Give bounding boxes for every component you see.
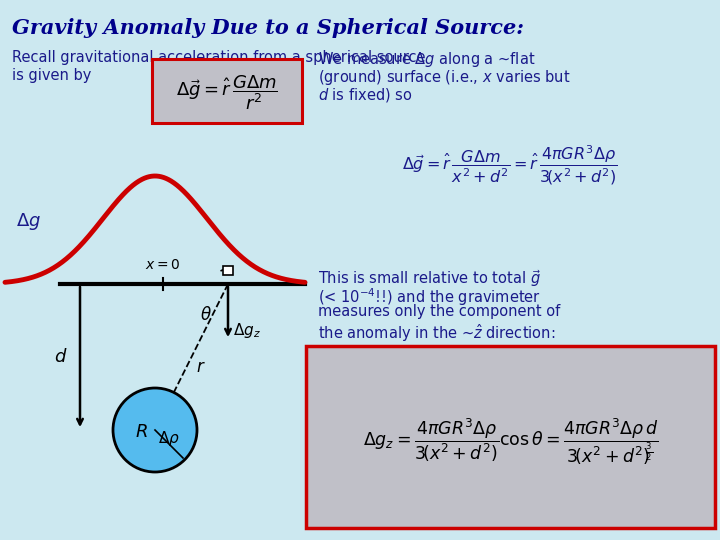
Text: $\Delta\vec{g} = \hat{r}\,\dfrac{G\Delta m}{r^2}$: $\Delta\vec{g} = \hat{r}\,\dfrac{G\Delta… <box>176 73 278 112</box>
Text: $\Delta\rho$: $\Delta\rho$ <box>158 429 180 448</box>
Text: is given by: is given by <box>12 68 91 83</box>
Text: $R$: $R$ <box>135 423 148 441</box>
Text: the anomaly in the ~$\hat{z}$ direction:: the anomaly in the ~$\hat{z}$ direction: <box>318 322 555 344</box>
FancyBboxPatch shape <box>306 346 715 528</box>
Text: (< 10$^{-4}$!!) and the gravimeter: (< 10$^{-4}$!!) and the gravimeter <box>318 286 541 308</box>
Bar <box>223 266 233 275</box>
Text: (ground) surface (i.e., $x$ varies but: (ground) surface (i.e., $x$ varies but <box>318 68 570 87</box>
Text: This is small relative to total $\vec{g}$: This is small relative to total $\vec{g}… <box>318 268 541 289</box>
Text: $\Delta g_z$: $\Delta g_z$ <box>233 321 261 340</box>
Text: $d$: $d$ <box>55 348 68 366</box>
Text: $d$ is fixed) so: $d$ is fixed) so <box>318 86 413 104</box>
Text: Recall gravitational acceleration from a spherical source: Recall gravitational acceleration from a… <box>12 50 426 65</box>
Text: We measure $\Delta g$ along a ~flat: We measure $\Delta g$ along a ~flat <box>318 50 536 69</box>
Text: $\Delta g$: $\Delta g$ <box>16 212 41 233</box>
Text: measures only the component of: measures only the component of <box>318 304 560 319</box>
Text: $\Delta\vec{g} = \hat{r}\,\dfrac{G\Delta m}{x^2+d^2} = \hat{r}\,\dfrac{4\pi GR^3: $\Delta\vec{g} = \hat{r}\,\dfrac{G\Delta… <box>402 143 618 187</box>
Text: $x = 0$: $x = 0$ <box>145 258 181 272</box>
Text: $r$: $r$ <box>197 358 206 376</box>
Text: Gravity Anomaly Due to a Spherical Source:: Gravity Anomaly Due to a Spherical Sourc… <box>12 18 524 38</box>
Text: $\theta$: $\theta$ <box>200 306 212 324</box>
Text: $\Delta g_z = \dfrac{4\pi GR^3\Delta\rho}{3\!\left(x^2+d^2\right)}\cos\theta = \: $\Delta g_z = \dfrac{4\pi GR^3\Delta\rho… <box>363 417 658 467</box>
Circle shape <box>113 388 197 472</box>
FancyBboxPatch shape <box>152 59 302 123</box>
